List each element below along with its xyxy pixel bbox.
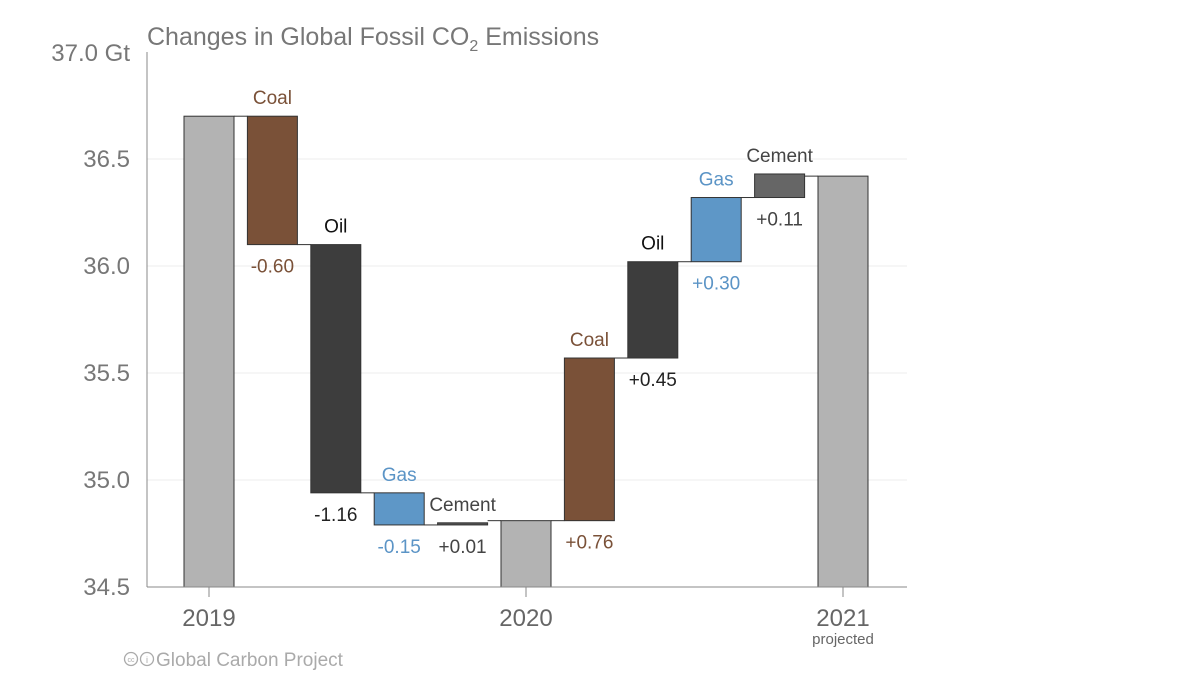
category-label: Coal <box>570 330 609 351</box>
value-label: +0.11 <box>756 210 803 231</box>
chart-title: Changes in Global Fossil CO2 Emissions <box>147 23 599 55</box>
delta-bar-gas <box>690 197 742 263</box>
y-tick-label: 35.5 <box>83 360 130 387</box>
delta-bar-coal <box>563 357 615 522</box>
x-tick-label: 2019 <box>182 605 235 632</box>
delta-bar-cement <box>754 173 806 199</box>
y-unit-label: 37.0 Gt <box>51 40 130 67</box>
category-label: Oil <box>324 217 347 238</box>
footer-credit: cc i Global Carbon Project <box>123 650 344 671</box>
delta-bar-coal <box>246 115 298 246</box>
value-label: +0.76 <box>565 533 613 554</box>
value-label: +0.30 <box>692 274 740 295</box>
category-label: Cement <box>746 146 813 167</box>
x-tick-label: 2021 <box>816 605 869 632</box>
chart-title-subscript: 2 <box>469 38 478 55</box>
chart-title-end: Emissions <box>478 23 599 51</box>
value-label: -1.16 <box>314 505 357 526</box>
value-label: +0.45 <box>629 370 677 391</box>
value-label: +0.01 <box>439 537 487 558</box>
value-label: -0.60 <box>251 257 294 278</box>
category-label: Gas <box>382 465 417 486</box>
delta-bar-oil <box>310 244 362 494</box>
delta-bar-gas <box>373 492 425 526</box>
cc-icon-text: cc <box>128 657 136 664</box>
y-tick-label: 36.0 <box>83 253 130 280</box>
footer-credit-text: Global Carbon Project <box>156 650 344 671</box>
total-bar-2021 <box>817 175 869 588</box>
y-tick-label: 36.5 <box>83 146 130 173</box>
y-tick-label: 34.5 <box>83 574 130 601</box>
y-tick-label: 35.0 <box>83 467 130 494</box>
cc-icon <box>123 651 139 667</box>
value-label: -0.15 <box>378 537 421 558</box>
x-tick-label: 2020 <box>499 605 552 632</box>
category-label: Oil <box>641 234 664 255</box>
x-tick-sublabel: projected <box>812 631 874 648</box>
delta-bar-oil <box>627 261 679 359</box>
category-label: Coal <box>253 88 292 109</box>
by-icon-text: i <box>146 655 148 665</box>
delta-bar-cement <box>437 522 489 526</box>
total-bar-2020 <box>500 520 552 588</box>
total-bar-2019 <box>183 115 235 588</box>
category-label: Gas <box>699 170 734 191</box>
by-icon <box>139 651 155 667</box>
category-label: Cement <box>429 495 496 516</box>
chart-title-main: Changes in Global Fossil CO <box>147 23 469 51</box>
